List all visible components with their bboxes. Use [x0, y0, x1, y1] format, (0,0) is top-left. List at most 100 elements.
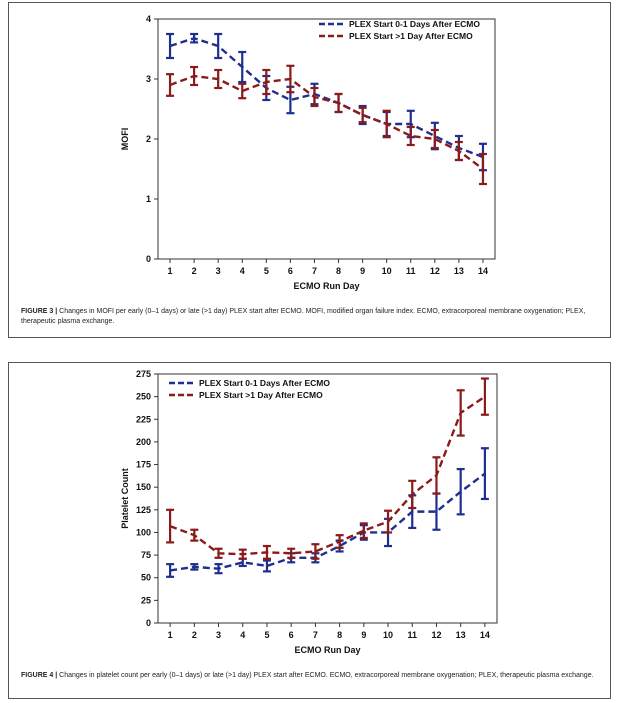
error-bar — [238, 50, 247, 84]
error-bar — [238, 548, 247, 560]
error-bar — [214, 32, 223, 60]
error-bar — [190, 65, 199, 87]
x-tick-label: 4 — [240, 266, 245, 276]
error-bar — [166, 563, 175, 578]
error-bar — [190, 32, 199, 44]
error-bar — [286, 64, 295, 94]
error-bar — [408, 479, 417, 510]
x-axis-title: ECMO Run Day — [293, 281, 359, 291]
x-tick-label: 8 — [337, 630, 342, 640]
error-bar — [262, 68, 271, 96]
y-tick-label: 175 — [136, 460, 151, 470]
error-bar — [238, 82, 247, 100]
x-tick-label: 7 — [312, 266, 317, 276]
legend-label: PLEX Start 0-1 Days After ECMO — [349, 19, 480, 29]
error-bar — [262, 559, 271, 573]
x-tick-label: 3 — [216, 630, 221, 640]
x-tick-label: 14 — [480, 630, 490, 640]
x-tick-label: 14 — [478, 266, 488, 276]
error-bar — [384, 509, 393, 534]
error-bar — [432, 456, 441, 495]
x-tick-label: 6 — [289, 630, 294, 640]
error-bar — [311, 543, 320, 560]
x-tick-label: 13 — [456, 630, 466, 640]
error-bar — [166, 508, 175, 544]
error-bar — [287, 547, 296, 559]
x-tick-label: 11 — [406, 266, 416, 276]
error-bar — [430, 128, 439, 150]
error-bar — [190, 563, 199, 571]
error-bar — [456, 467, 465, 516]
error-bar — [359, 522, 368, 539]
plot-area-frame — [157, 373, 498, 624]
error-bar — [406, 125, 415, 147]
x-tick-label: 10 — [382, 266, 392, 276]
x-tick-label: 9 — [361, 630, 366, 640]
series-line — [169, 74, 484, 170]
series-line — [169, 395, 486, 556]
figure-4-caption: FIGURE 4 | Changes in platelet count per… — [21, 671, 600, 681]
y-axis-title: MOFI — [120, 128, 130, 151]
error-bar — [335, 534, 344, 549]
error-bar — [480, 377, 489, 416]
x-tick-label: 10 — [383, 630, 393, 640]
y-tick-label: 4 — [146, 14, 151, 24]
figure-4-caption-text: Changes in platelet count per early (0–1… — [57, 672, 594, 679]
x-tick-label: 7 — [313, 630, 318, 640]
error-bar — [310, 86, 319, 108]
figure-3: 0 1 2 3 4 1 2 3 4 5 6 7 8 9 10 11 12 13 14 ECMO Run Day MOFI… — [8, 2, 611, 338]
error-bar — [456, 389, 465, 437]
y-tick-label: 150 — [136, 482, 151, 492]
error-bar — [214, 547, 223, 559]
legend-label: PLEX Start >1 Day After ECMO — [349, 31, 473, 41]
figure-3-caption-label: FIGURE 3 | — [21, 308, 58, 315]
y-tick-label: 225 — [136, 414, 151, 424]
x-tick-label: 4 — [240, 630, 245, 640]
y-tick-label: 200 — [136, 437, 151, 447]
error-bar — [214, 68, 223, 90]
x-tick-label: 1 — [168, 630, 173, 640]
error-bar — [382, 109, 391, 139]
y-tick-label: 125 — [136, 505, 151, 515]
x-tick-label: 1 — [168, 266, 173, 276]
y-tick-label: 0 — [146, 254, 151, 264]
y-axis-title: Platelet Count — [120, 468, 130, 529]
error-bar — [454, 140, 463, 162]
error-bar — [358, 106, 367, 124]
x-tick-label: 2 — [192, 630, 197, 640]
figure-3-caption: FIGURE 3 | Changes in MOFI per early (0–… — [21, 307, 600, 327]
error-bar — [262, 544, 271, 560]
x-tick-label: 3 — [216, 266, 221, 276]
x-tick-label: 5 — [264, 266, 269, 276]
legend-label: PLEX Start 0-1 Days After ECMO — [199, 378, 330, 388]
error-bar — [166, 32, 175, 60]
x-tick-label: 11 — [407, 630, 417, 640]
series-line — [169, 36, 484, 159]
error-bar — [334, 92, 343, 114]
error-bar — [166, 73, 175, 97]
y-tick-label: 0 — [146, 618, 151, 628]
y-tick-label: 25 — [141, 595, 151, 605]
error-bar — [190, 528, 199, 542]
legend-label: PLEX Start >1 Day After ECMO — [199, 390, 323, 400]
x-tick-label: 12 — [431, 630, 441, 640]
y-tick-label: 2 — [146, 134, 151, 144]
error-bar — [478, 152, 487, 186]
x-tick-label: 6 — [288, 266, 293, 276]
y-tick-label: 250 — [136, 392, 151, 402]
y-tick-label: 275 — [136, 369, 151, 379]
x-tick-label: 9 — [360, 266, 365, 276]
error-bar — [480, 447, 489, 501]
y-tick-label: 3 — [146, 74, 151, 84]
figure-3-caption-text: Changes in MOFI per early (0–1 days) or … — [21, 308, 586, 325]
x-tick-label: 12 — [430, 266, 440, 276]
plot-area-frame — [157, 18, 496, 260]
y-tick-label: 50 — [141, 573, 151, 583]
x-tick-label: 5 — [264, 630, 269, 640]
x-tick-label: 8 — [336, 266, 341, 276]
figure-4-caption-label: FIGURE 4 | — [21, 672, 58, 679]
x-axis-title: ECMO Run Day — [294, 645, 360, 655]
y-tick-label: 1 — [146, 194, 151, 204]
